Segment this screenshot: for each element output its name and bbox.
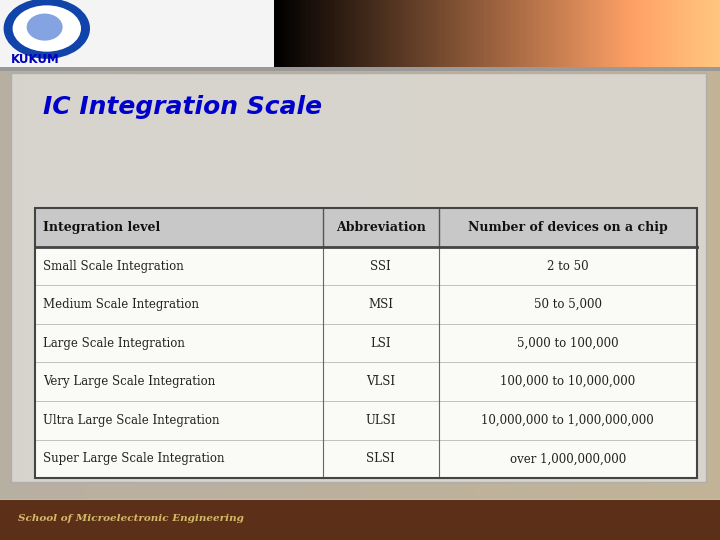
Text: VLSI: VLSI — [366, 375, 395, 388]
Text: Medium Scale Integration: Medium Scale Integration — [43, 298, 199, 311]
Text: ULSI: ULSI — [366, 414, 396, 427]
Ellipse shape — [13, 5, 81, 52]
Text: Number of devices on a chip: Number of devices on a chip — [468, 221, 667, 234]
Bar — [35, 324, 697, 362]
Text: IC Integration Scale: IC Integration Scale — [43, 95, 323, 119]
Text: LSI: LSI — [370, 337, 391, 350]
Text: Integration level: Integration level — [43, 221, 161, 234]
Text: MSI: MSI — [368, 298, 393, 311]
Bar — [35, 208, 697, 247]
Text: 5,000 to 100,000: 5,000 to 100,000 — [517, 337, 618, 350]
Ellipse shape — [4, 0, 90, 59]
Bar — [35, 362, 697, 401]
Text: School of Microelectronic Engineering: School of Microelectronic Engineering — [18, 515, 244, 523]
Text: over 1,000,000,000: over 1,000,000,000 — [510, 453, 626, 465]
Bar — [35, 208, 697, 478]
Text: Abbreviation: Abbreviation — [336, 221, 426, 234]
Text: Ultra Large Scale Integration: Ultra Large Scale Integration — [43, 414, 220, 427]
Text: Very Large Scale Integration: Very Large Scale Integration — [43, 375, 215, 388]
Bar — [35, 208, 697, 478]
Bar — [35, 440, 697, 478]
Text: KUKUM: KUKUM — [11, 52, 60, 65]
Text: 2 to 50: 2 to 50 — [547, 260, 589, 273]
Bar — [0, 0, 302, 71]
Text: Super Large Scale Integration: Super Large Scale Integration — [43, 453, 225, 465]
Text: Large Scale Integration: Large Scale Integration — [43, 337, 185, 350]
Text: SSI: SSI — [370, 260, 391, 273]
Ellipse shape — [27, 14, 63, 40]
Text: Small Scale Integration: Small Scale Integration — [43, 260, 184, 273]
Bar — [35, 285, 697, 324]
Text: SLSI: SLSI — [366, 453, 395, 465]
Bar — [35, 247, 697, 285]
Bar — [35, 401, 697, 440]
Text: 50 to 5,000: 50 to 5,000 — [534, 298, 602, 311]
Text: 100,000 to 10,000,000: 100,000 to 10,000,000 — [500, 375, 636, 388]
Text: 10,000,000 to 1,000,000,000: 10,000,000 to 1,000,000,000 — [482, 414, 654, 427]
Bar — [0, 67, 720, 71]
